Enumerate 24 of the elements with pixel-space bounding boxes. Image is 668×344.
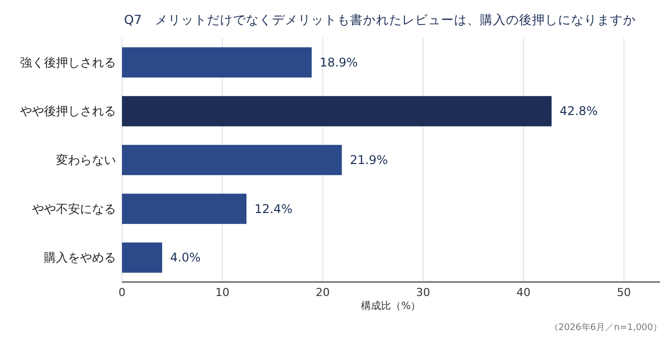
x-tick-label: 10: [215, 286, 230, 299]
text: （2026年6月／n=1,000）: [549, 322, 662, 333]
x-tick-label: 40: [516, 286, 530, 299]
bar: [122, 194, 246, 224]
bar: [122, 242, 162, 273]
y-tick-label: やや後押しされる: [20, 104, 116, 118]
x-tick-label: 20: [316, 286, 330, 299]
y-tick-label: 強く後押しされる: [20, 55, 116, 70]
bar: [122, 96, 552, 126]
data-label: 12.4%: [254, 202, 293, 216]
data-label: 21.9%: [350, 153, 388, 167]
y-tick-label: 変わらない: [56, 153, 116, 167]
x-axis-title: 構成比（%）: [361, 300, 421, 312]
chart-title: Q7 メリットだけでなくデメリットも書かれたレビューは、購入の後押しになりますか: [124, 12, 636, 27]
data-label: 4.0%: [170, 250, 201, 265]
data-label: 18.9%: [320, 55, 358, 70]
y-tick-label: 購入をやめる: [44, 250, 116, 265]
x-tick-label: 50: [616, 286, 631, 299]
y-tick-label: やや不安になる: [32, 202, 116, 216]
data-label: 42.8%: [560, 104, 598, 118]
bar: [122, 144, 342, 176]
bar: [122, 47, 312, 78]
x-tick-label: 30: [416, 286, 430, 299]
x-tick-label: 0: [118, 286, 126, 299]
